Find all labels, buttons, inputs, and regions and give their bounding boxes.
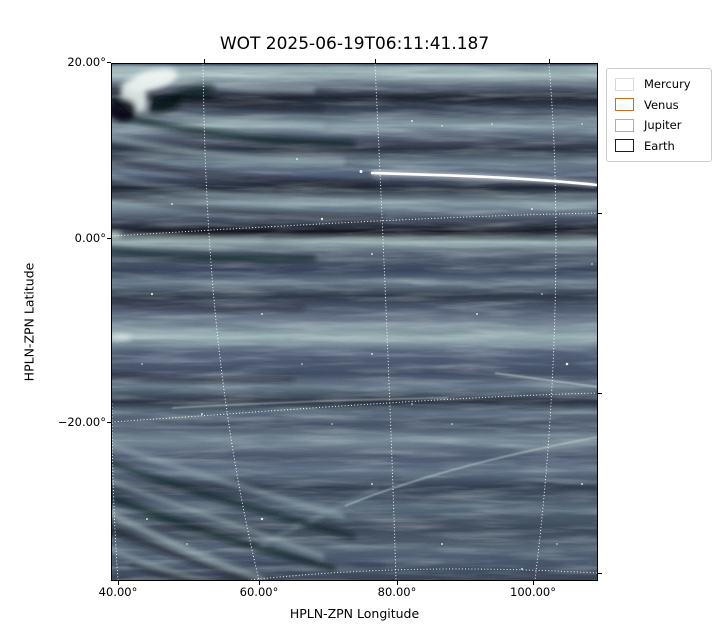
- right-tick-mark: [598, 393, 602, 395]
- x-tick-mark: [259, 581, 261, 585]
- legend-label-jupiter: Jupiter: [644, 118, 682, 133]
- top-tick-mark: [549, 59, 551, 63]
- solar-wind-image: [111, 63, 597, 580]
- gridline-lon-60: [202, 63, 260, 580]
- y-tick-label-0: 0.00°: [74, 231, 106, 245]
- legend-swatch-venus: [615, 98, 634, 112]
- y-tick-mark: [107, 238, 111, 240]
- plot-title: WOT 2025-06-19T06:11:41.187: [219, 34, 490, 54]
- gridline-lon-80: [374, 63, 397, 580]
- y-tick-mark: [107, 422, 111, 424]
- legend-label-venus: Venus: [644, 97, 679, 112]
- gridline-lat-0: [111, 212, 597, 237]
- graticule-grid: [111, 63, 597, 580]
- y-tick-mark: [107, 62, 111, 64]
- gridline-lon-40: [111, 403, 119, 580]
- legend: Mercury Venus Jupiter Earth: [606, 68, 712, 162]
- y-axis-label: HPLN-ZPN Latitude: [21, 262, 37, 382]
- image-texture: [111, 63, 597, 580]
- legend-label-earth: Earth: [644, 138, 675, 153]
- legend-item-jupiter: Jupiter: [615, 115, 702, 136]
- top-tick-mark: [375, 59, 377, 63]
- grain-dark-layer: [111, 63, 597, 580]
- right-tick-mark: [598, 573, 602, 575]
- legend-swatch-earth: [615, 139, 634, 153]
- x-tick-label-80: 80.00°: [377, 585, 417, 599]
- legend-item-mercury: Mercury: [615, 74, 702, 95]
- x-tick-label-40: 40.00°: [98, 585, 138, 599]
- x-tick-mark: [533, 581, 535, 585]
- y-tick-label-20: 20.00°: [67, 55, 106, 69]
- gridline-lat-neg20: [111, 392, 597, 423]
- x-tick-label-60: 60.00°: [239, 585, 279, 599]
- legend-label-mercury: Mercury: [644, 77, 691, 92]
- top-tick-mark: [204, 59, 206, 63]
- x-tick-mark: [118, 581, 120, 585]
- y-tick-label-neg20: −20.00°: [57, 415, 106, 429]
- gridline-lat-neg40: [245, 568, 597, 580]
- plot-area: [110, 62, 598, 581]
- x-tick-label-100: 100.00°: [510, 585, 556, 599]
- legend-item-earth: Earth: [615, 136, 702, 157]
- star-field: [140, 119, 593, 570]
- x-tick-mark: [397, 581, 399, 585]
- gridline-lon-100: [534, 63, 557, 580]
- legend-swatch-jupiter: [615, 118, 634, 132]
- legend-item-venus: Venus: [615, 95, 702, 116]
- right-tick-mark: [598, 213, 602, 215]
- legend-swatch-mercury: [615, 77, 634, 91]
- x-axis-label: HPLN-ZPN Longitude: [289, 606, 420, 621]
